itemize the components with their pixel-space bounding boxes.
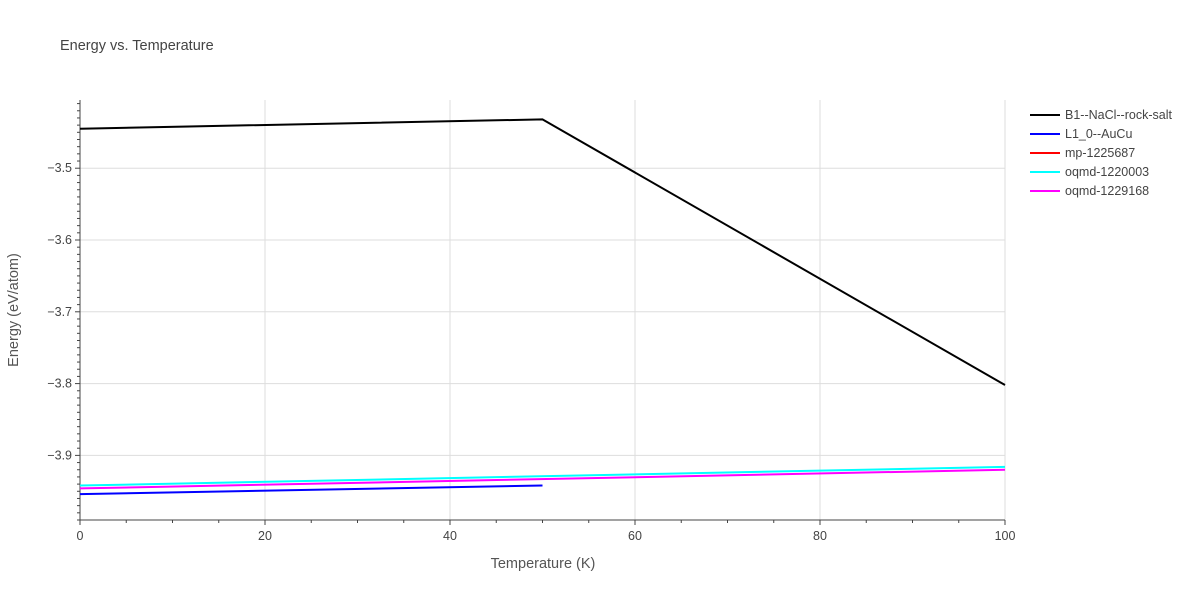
- y-tick-label: −3.8: [47, 377, 72, 391]
- series-line[interactable]: [79, 484, 543, 496]
- x-tick-label: 80: [813, 529, 827, 543]
- y-axis-title: Energy (eV/atom): [6, 253, 22, 367]
- legend-item[interactable]: oqmd-1229168: [1030, 184, 1149, 198]
- legend-label: mp-1225687: [1065, 146, 1135, 160]
- x-tick-label: 0: [77, 529, 84, 543]
- grid-layer: [80, 100, 1006, 520]
- legend-item[interactable]: L1_0--AuCu: [1030, 127, 1132, 141]
- y-tick-label: −3.7: [47, 305, 72, 319]
- series-layer: [79, 118, 1006, 496]
- y-tick-label: −3.5: [47, 161, 72, 175]
- legend-label: oqmd-1220003: [1065, 165, 1149, 179]
- chart-title: Energy vs. Temperature: [60, 38, 214, 54]
- legend-label: oqmd-1229168: [1065, 184, 1149, 198]
- y-tick-label: −3.9: [47, 448, 72, 462]
- legend[interactable]: B1--NaCl--rock-salt L1_0--AuCu mp-1225687 o…: [1030, 108, 1172, 198]
- x-tick-label: 20: [258, 529, 272, 543]
- series-line[interactable]: [79, 118, 1006, 386]
- tick-label-layer: 0 20 40 60 80 100 −3.9 −3.8 −3.7 −3.6 −3.5: [47, 161, 1015, 543]
- x-tick-label: 100: [995, 529, 1016, 543]
- legend-label: L1_0--AuCu: [1065, 127, 1132, 141]
- series-line[interactable]: [79, 465, 1006, 487]
- series-line[interactable]: [79, 468, 1006, 490]
- legend-label: B1--NaCl--rock-salt: [1065, 108, 1172, 122]
- legend-item[interactable]: B1--NaCl--rock-salt: [1030, 108, 1172, 122]
- y-tick-label: −3.6: [47, 233, 72, 247]
- legend-item[interactable]: mp-1225687: [1030, 146, 1135, 160]
- x-tick-label: 60: [628, 529, 642, 543]
- x-tick-label: 40: [443, 529, 457, 543]
- x-axis-title: Temperature (K): [491, 556, 596, 572]
- axis-layer: [75, 100, 1006, 525]
- legend-item[interactable]: oqmd-1220003: [1030, 165, 1149, 179]
